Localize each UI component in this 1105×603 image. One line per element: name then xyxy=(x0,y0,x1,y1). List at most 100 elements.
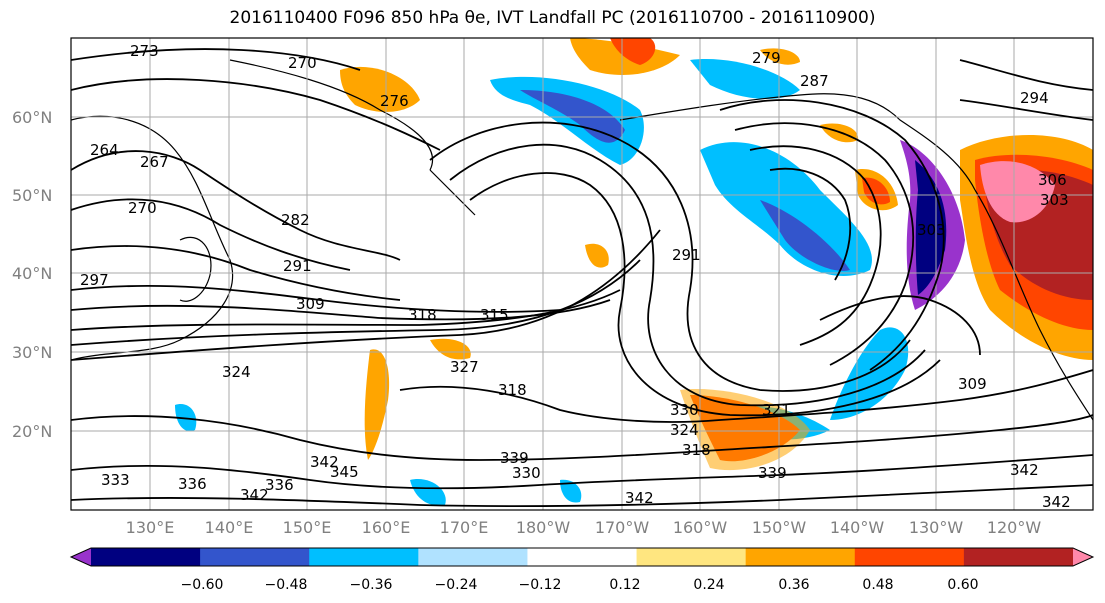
contour-label: 336 xyxy=(265,476,294,494)
lon-label: 170°W xyxy=(595,518,650,537)
shading-bering-orange xyxy=(760,48,800,65)
colorbar-extend-max xyxy=(1073,548,1093,566)
contour-label: 273 xyxy=(130,42,159,60)
colorbar-tick-label: 0.36 xyxy=(778,577,809,593)
contour-label: 318 xyxy=(408,306,437,324)
lon-label: 150°E xyxy=(283,518,332,537)
lat-label-60n: 60°N xyxy=(12,108,52,127)
shading-coast-navy xyxy=(915,160,947,295)
shading-aleutian-dark xyxy=(520,90,625,143)
shading-midpac-orange xyxy=(364,349,390,460)
shading-west-pac-blue-3 xyxy=(560,479,582,503)
contour-label: 276 xyxy=(380,92,409,110)
contour-label: 309 xyxy=(958,375,987,393)
contour-label: 297 xyxy=(80,271,109,289)
map-frame xyxy=(70,37,1094,511)
contour-label: 333 xyxy=(101,471,130,489)
colorbar-tick-label: 0.12 xyxy=(609,577,640,593)
colorbar xyxy=(69,547,1095,567)
lon-label: 160°W xyxy=(673,518,728,537)
lat-label-20n: 20°N xyxy=(12,422,52,441)
colorbar-tick-label: 0.48 xyxy=(862,577,893,593)
contour-label: 270 xyxy=(128,199,157,217)
colorbar-swatch xyxy=(91,548,201,566)
shading-okhotsk-red xyxy=(610,38,656,65)
colorbar-tick-label: −0.12 xyxy=(519,577,562,593)
lon-label: 120°W xyxy=(987,518,1042,537)
colorbar-swatch xyxy=(963,548,1074,566)
contour-label: 342 xyxy=(625,489,654,507)
contour-label: 324 xyxy=(670,421,699,439)
contour-label: 282 xyxy=(281,211,310,229)
contour-labels: 273 270 276 264 267 270 282 291 309 318 … xyxy=(80,42,1071,511)
colorbar-swatch xyxy=(854,548,965,566)
latitude-labels: 60°N 50°N 40°N 30°N 20°N xyxy=(12,108,52,441)
shading-gulf-red xyxy=(862,177,890,205)
colorbar-tick-labels: −0.60 −0.48 −0.36 −0.24 −0.12 0.12 0.24 … xyxy=(181,577,979,593)
colorbar-tick-label: −0.24 xyxy=(435,577,478,593)
contour-label: 303 xyxy=(917,221,946,239)
map-title: 2016110400 F096 850 hPa θe, IVT Landfall… xyxy=(229,8,876,28)
colorbar-swatch xyxy=(418,548,528,566)
contour-label: 321 xyxy=(762,401,791,419)
shading-gulf-alaska-blue xyxy=(700,142,872,276)
shading-midpac-orange-2 xyxy=(430,338,471,360)
colorbar-swatch xyxy=(745,548,856,566)
contour-label: 342 xyxy=(240,486,269,504)
shading-gulf-alaska-dark xyxy=(760,200,850,271)
longitude-labels: 130°E 140°E 150°E 160°E 170°E 180°W 170°… xyxy=(126,518,1042,537)
contour-label: 291 xyxy=(672,246,701,264)
contour-label: 336 xyxy=(178,475,207,493)
contour-label: 264 xyxy=(90,141,119,159)
lon-label: 180°W xyxy=(516,518,571,537)
contour-label: 306 xyxy=(1038,171,1067,189)
ivt-pc-shading xyxy=(175,38,1093,506)
contour-label: 279 xyxy=(752,49,781,67)
colorbar-tick-label: −0.36 xyxy=(350,577,393,593)
colorbar-extend-min xyxy=(71,548,91,566)
shading-west-pac-blue-2 xyxy=(410,479,446,506)
colorbar-tick-label: −0.60 xyxy=(181,577,224,593)
contour-label: 309 xyxy=(296,295,325,313)
lat-label-30n: 30°N xyxy=(12,343,52,362)
colorbar-swatch xyxy=(309,548,419,566)
lon-label: 170°E xyxy=(440,518,489,537)
lon-label: 140°W xyxy=(830,518,885,537)
map-panel xyxy=(70,37,1094,511)
contour-label: 270 xyxy=(288,54,317,72)
shading-aleutian-blue xyxy=(490,76,644,165)
shading-bering-blue xyxy=(690,59,800,100)
contour-label: 330 xyxy=(670,401,699,419)
contour-label: 291 xyxy=(283,257,312,275)
contour-label: 294 xyxy=(1020,89,1049,107)
colorbar-swatch xyxy=(636,548,747,566)
contour-label: 267 xyxy=(140,153,169,171)
contour-label: 315 xyxy=(480,306,509,324)
contour-label: 327 xyxy=(450,358,479,376)
shading-central-orange xyxy=(585,243,609,268)
contour-label: 342 xyxy=(1042,493,1071,511)
lon-label: 150°W xyxy=(752,518,807,537)
shading-west-coast-pink xyxy=(980,161,1055,223)
contour-label: 324 xyxy=(222,363,251,381)
lon-label: 130°E xyxy=(126,518,175,537)
theta-e-contours xyxy=(71,48,1093,508)
contour-label: 318 xyxy=(498,381,527,399)
contour-label: 303 xyxy=(1040,191,1069,209)
lon-label: 130°W xyxy=(909,518,964,537)
contour-label: 342 xyxy=(1010,461,1039,479)
lon-label: 160°E xyxy=(362,518,411,537)
contour-label: 339 xyxy=(758,464,787,482)
colorbar-outline xyxy=(69,547,1095,567)
contour-label: 318 xyxy=(682,441,711,459)
colorbar-swatch xyxy=(527,548,638,566)
shading-kamchatka-orange xyxy=(340,66,420,112)
colorbar-tick-label: 0.24 xyxy=(693,577,724,593)
lon-label: 140°E xyxy=(205,518,254,537)
lat-label-40n: 40°N xyxy=(12,264,52,283)
colorbar-tick-label: −0.48 xyxy=(265,577,308,593)
colorbar-tick-label: 0.60 xyxy=(947,577,978,593)
contour-label: 287 xyxy=(800,72,829,90)
contour-label: 330 xyxy=(512,464,541,482)
